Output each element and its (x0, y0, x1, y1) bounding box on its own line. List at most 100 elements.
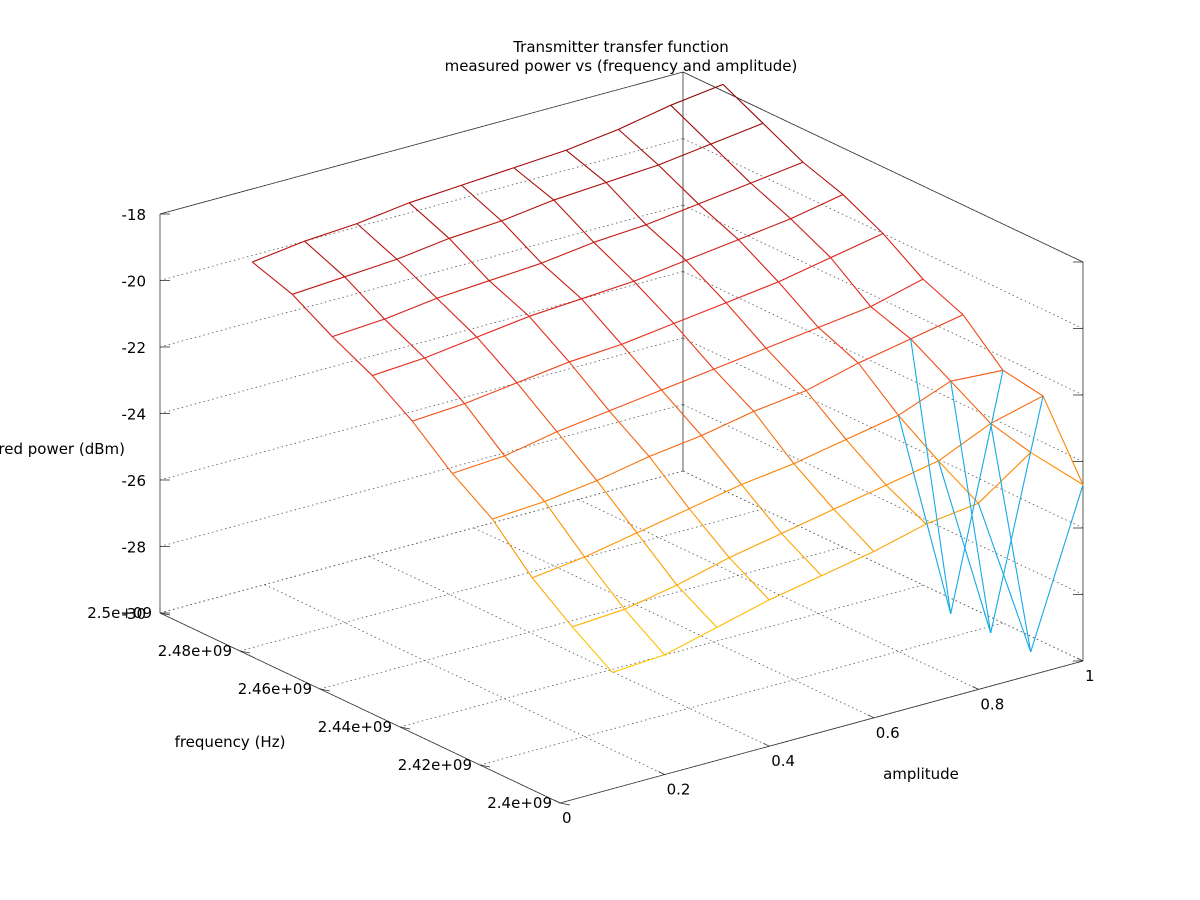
x-tick-label: 2.5e+09 (87, 604, 152, 622)
surface-segment (898, 380, 952, 416)
outlier-segment (950, 370, 1004, 615)
surface-segment (461, 184, 502, 222)
x-axis-label: frequency (Hz) (175, 733, 286, 751)
surface-segment (412, 403, 465, 422)
surface-segment (411, 420, 453, 474)
chart-title: Transmitter transfer function (512, 38, 729, 56)
y-axis-label: amplitude (883, 765, 959, 783)
surface-segment (461, 167, 514, 186)
x-tick-mark (479, 764, 491, 768)
x-tick-label: 2.42e+09 (398, 756, 472, 774)
surface-segment (701, 435, 742, 485)
x-tick-label: 2.44e+09 (318, 718, 392, 736)
surface-segment (491, 518, 533, 579)
surface-segment (741, 463, 795, 486)
surface-segment (845, 414, 899, 440)
surface-segment (304, 223, 358, 242)
x-tick-mark (319, 688, 331, 692)
surface-segment (950, 369, 1004, 382)
surface-segment (356, 202, 410, 225)
y-tick-mark (867, 714, 874, 719)
surface-segment (624, 584, 678, 610)
outlier-segment (950, 381, 992, 634)
surface-segment (685, 239, 739, 261)
surface-segment (436, 280, 490, 299)
surface-segment (765, 347, 807, 391)
surface-segment (596, 480, 638, 534)
surface-segment (504, 431, 558, 457)
surface-segment (750, 182, 792, 220)
surface-segment (344, 276, 385, 320)
y-axis-line (559, 660, 1084, 804)
surface-segment (636, 508, 690, 534)
surface-segment (633, 259, 687, 282)
surface-segment (673, 323, 715, 370)
surface-segment (584, 556, 626, 610)
y-tick-mark (972, 686, 979, 690)
surface-segment (436, 297, 478, 338)
surface-segment (608, 410, 650, 457)
z-tick-label: -26 (122, 472, 147, 490)
x-tick-label: 2.48e+09 (158, 642, 232, 660)
surface-segment (885, 484, 927, 525)
surface-segment (624, 608, 666, 656)
surface-segment (492, 500, 545, 520)
surface-segment (553, 182, 607, 201)
surface-segment (448, 238, 490, 282)
surface-segment (1042, 395, 1084, 486)
surface-segment (670, 83, 724, 106)
surface-segment (633, 280, 675, 324)
surface-segment (777, 281, 819, 328)
y-tick-label: 1 (1085, 667, 1095, 685)
surface-segment (344, 258, 398, 278)
wall-grid-line (682, 404, 1084, 595)
base-grid-line (239, 508, 764, 652)
surface-segment (529, 298, 582, 317)
surface-segment (581, 280, 634, 300)
surface-segment (885, 460, 939, 486)
surface-segment (710, 122, 764, 145)
top-edge-line (159, 71, 684, 215)
surface-segment (790, 194, 844, 220)
surface-segment (793, 439, 847, 465)
surface-segment (408, 202, 450, 239)
surface-segment (1030, 451, 1084, 486)
surface-segment (818, 306, 871, 328)
surface-segment (661, 389, 702, 436)
surface-segment (728, 557, 770, 601)
surface-segment (870, 306, 912, 340)
surface-segment (608, 389, 662, 412)
surface-segment (476, 315, 530, 338)
base-grid-line (319, 546, 844, 690)
wall-grid-line (682, 470, 1084, 662)
surface-segment (778, 257, 831, 283)
surface-segment (962, 314, 1004, 371)
surface-segment (424, 357, 466, 404)
surface-segment (685, 260, 727, 304)
surface-segment (384, 297, 438, 320)
surface-segment (553, 199, 595, 243)
y-tick-label: 0.4 (771, 752, 795, 770)
surface-segment (673, 302, 727, 325)
surface-segment (488, 280, 530, 317)
surface-segment (793, 463, 835, 510)
surface-segment (449, 220, 502, 239)
surface-segment (990, 423, 1032, 453)
surface-segment (396, 237, 450, 260)
surface-segment (661, 368, 715, 391)
wall-grid-line (159, 470, 684, 614)
surface-segment (658, 164, 699, 205)
surface-segment (556, 410, 610, 433)
outlier-segment (990, 423, 1032, 653)
y-tick-mark (553, 799, 561, 804)
surface-segment (805, 390, 847, 440)
surface-segment (645, 224, 687, 261)
surface-segment (738, 218, 791, 241)
surface-segment (372, 357, 425, 377)
wall-grid-line (159, 337, 684, 481)
surface-segment (252, 240, 305, 263)
top-edge-line (682, 71, 1084, 263)
y-tick-mark (763, 742, 770, 747)
surface-segment (618, 128, 659, 166)
